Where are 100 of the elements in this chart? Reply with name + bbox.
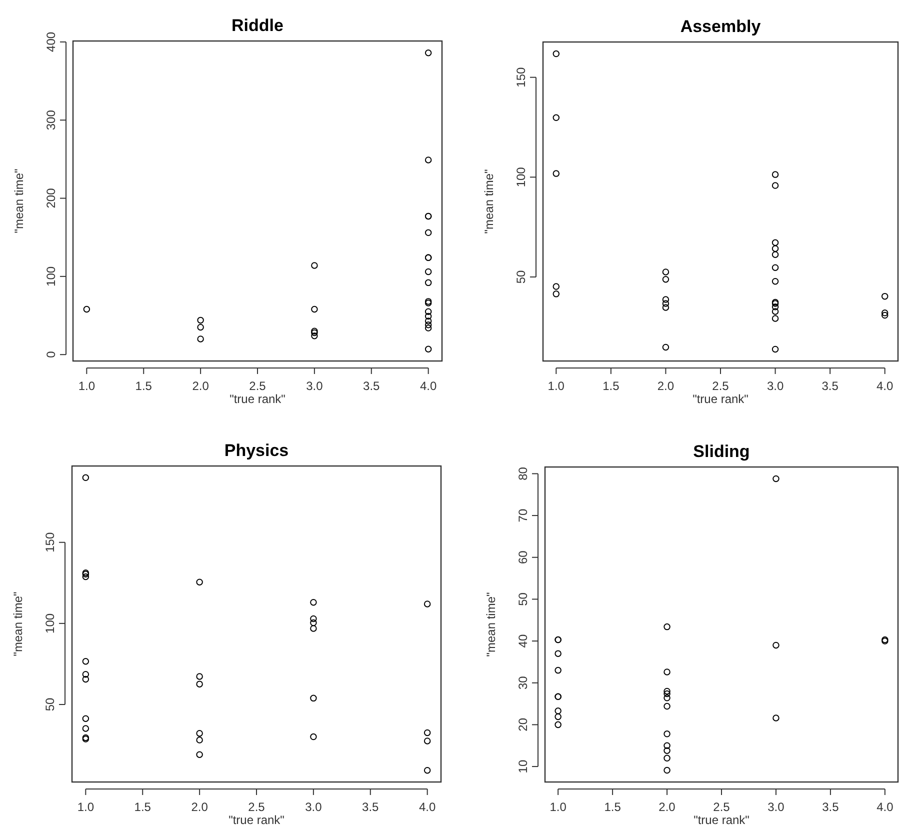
point — [82, 715, 90, 722]
point — [772, 304, 779, 310]
y-tick-label: 100 — [514, 166, 528, 188]
point — [554, 721, 562, 728]
point — [82, 658, 90, 665]
point — [424, 324, 432, 332]
y-tick-label: 60 — [516, 550, 530, 564]
point — [197, 324, 204, 331]
point — [196, 673, 203, 680]
point — [196, 730, 203, 737]
chart-title: Sliding — [693, 442, 750, 461]
point — [662, 300, 670, 307]
y-tick-label: 300 — [44, 110, 58, 130]
point — [424, 600, 431, 608]
x-axis-title: "true rank" — [228, 813, 284, 827]
point — [554, 708, 562, 714]
point — [424, 346, 432, 352]
point — [772, 475, 780, 482]
point — [197, 316, 204, 324]
point — [424, 279, 432, 286]
x-tick-label: 1.5 — [602, 379, 620, 393]
point — [83, 306, 90, 313]
x-tick-label: 2.5 — [248, 800, 266, 814]
x-tick-label: 4.0 — [418, 800, 436, 814]
y-tick-label: 20 — [516, 718, 530, 732]
x-tick-label: 3.0 — [305, 800, 322, 814]
point — [664, 754, 670, 762]
x-tick-label: 3.5 — [363, 379, 380, 393]
x-tick-label: 2.0 — [658, 800, 676, 814]
point — [772, 642, 780, 649]
point — [424, 308, 432, 315]
x-tick-label: 3.0 — [306, 379, 324, 393]
point — [554, 666, 562, 674]
point — [424, 318, 432, 324]
point — [424, 322, 432, 328]
y-axis-title: "mean time" — [11, 592, 25, 656]
y-tick-label: 150 — [43, 532, 57, 552]
point — [82, 670, 90, 678]
chart-title: Physics — [224, 441, 289, 460]
point — [881, 312, 888, 319]
y-tick-label: 50 — [516, 592, 530, 606]
point — [196, 680, 203, 688]
x-tick-label: 3.5 — [822, 379, 839, 393]
point — [772, 264, 779, 271]
point — [881, 292, 888, 300]
point — [552, 290, 560, 298]
y-tick-label: 0 — [44, 350, 58, 358]
point — [310, 733, 317, 740]
point — [82, 676, 90, 683]
y-tick-label: 50 — [514, 270, 528, 284]
y-tick-label: 50 — [43, 698, 57, 712]
x-tick-label: 4.0 — [876, 800, 894, 814]
y-tick-label: 40 — [516, 634, 530, 648]
point — [311, 332, 318, 340]
point — [552, 50, 560, 58]
x-tick-label: 2.5 — [249, 379, 266, 393]
point — [424, 268, 432, 276]
point — [196, 578, 203, 586]
point — [424, 312, 432, 320]
y-axis-title: "mean time" — [482, 169, 496, 234]
point — [554, 650, 562, 657]
y-tick-label: 400 — [44, 32, 58, 52]
point — [310, 615, 317, 622]
point — [82, 474, 90, 482]
x-tick-label: 2.0 — [657, 379, 674, 393]
point — [881, 310, 888, 316]
point — [772, 251, 779, 258]
x-tick-label: 1.0 — [550, 800, 567, 814]
x-tick-label: 1.5 — [135, 379, 152, 393]
point — [664, 690, 670, 698]
point — [424, 50, 432, 56]
y-axis-title: "mean time" — [484, 592, 498, 657]
point — [772, 308, 779, 315]
point — [310, 619, 317, 626]
x-axis-title: "true rank" — [694, 813, 750, 827]
point — [552, 114, 560, 122]
x-tick-label: 2.0 — [192, 379, 210, 393]
x-tick-label: 2.5 — [713, 800, 730, 814]
point — [772, 239, 779, 246]
point — [310, 598, 317, 606]
point — [664, 742, 670, 749]
point — [662, 268, 670, 276]
point — [772, 714, 780, 722]
x-axis-title: "true rank" — [230, 392, 286, 406]
point — [772, 278, 779, 285]
x-tick-label: 3.0 — [766, 379, 784, 393]
x-tick-label: 1.0 — [77, 800, 94, 814]
y-tick-label: 200 — [44, 188, 58, 208]
chart-title: Assembly — [680, 17, 762, 36]
x-tick-label: 2.0 — [191, 800, 208, 814]
point — [664, 694, 670, 702]
y-axis-title: "mean time" — [12, 168, 26, 234]
point — [424, 738, 431, 744]
y-tick-label: 80 — [516, 466, 530, 480]
x-tick-label: 4.0 — [876, 379, 894, 393]
y-tick-label: 30 — [516, 676, 530, 690]
point — [772, 171, 779, 178]
point — [664, 688, 670, 695]
point — [664, 766, 670, 774]
point — [554, 713, 562, 720]
